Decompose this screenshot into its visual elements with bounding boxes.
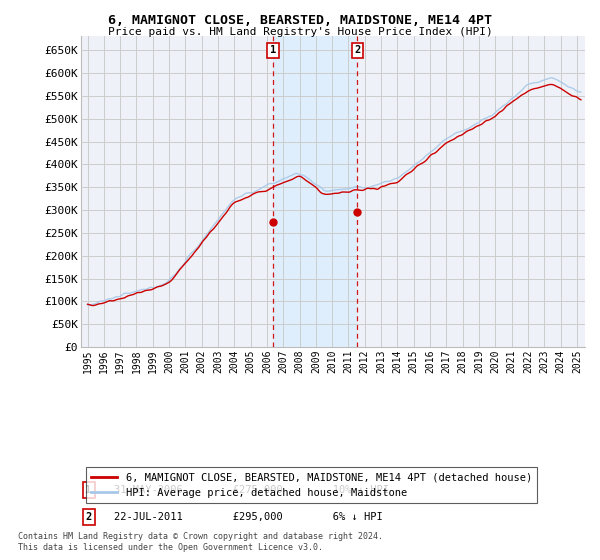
Text: 1: 1 — [85, 485, 92, 495]
Text: 2: 2 — [354, 45, 361, 55]
Text: Contains HM Land Registry data © Crown copyright and database right 2024.
This d: Contains HM Land Registry data © Crown c… — [18, 532, 383, 552]
Text: Price paid vs. HM Land Registry's House Price Index (HPI): Price paid vs. HM Land Registry's House … — [107, 27, 493, 37]
Text: 1: 1 — [270, 45, 276, 55]
Text: 6, MAMIGNOT CLOSE, BEARSTED, MAIDSTONE, ME14 4PT: 6, MAMIGNOT CLOSE, BEARSTED, MAIDSTONE, … — [108, 14, 492, 27]
Text: 31-MAY-2006        £275,000        10% ↓ HPI: 31-MAY-2006 £275,000 10% ↓ HPI — [114, 485, 389, 495]
Text: 22-JUL-2011        £295,000        6% ↓ HPI: 22-JUL-2011 £295,000 6% ↓ HPI — [114, 512, 383, 521]
Legend: 6, MAMIGNOT CLOSE, BEARSTED, MAIDSTONE, ME14 4PT (detached house), HPI: Average : 6, MAMIGNOT CLOSE, BEARSTED, MAIDSTONE, … — [86, 468, 537, 503]
Text: 2: 2 — [85, 512, 92, 521]
Bar — [273, 36, 358, 347]
